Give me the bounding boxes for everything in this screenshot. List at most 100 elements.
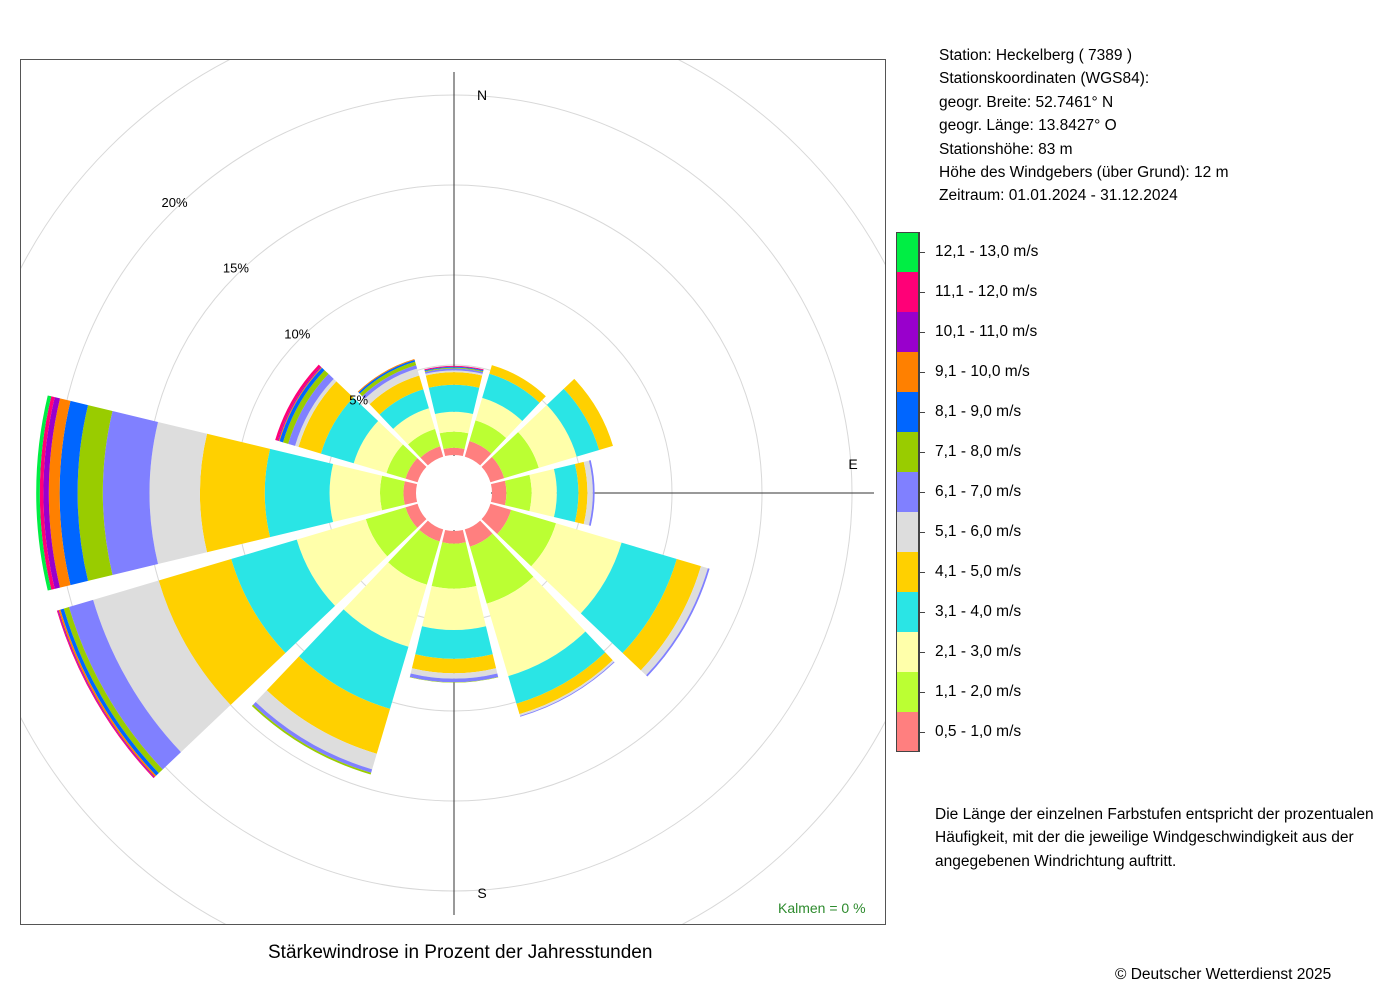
legend-item: 12,1 - 13,0 m/s: [896, 232, 1196, 272]
sector-segment: [279, 367, 325, 443]
sector-segment: [379, 389, 429, 429]
sector-segment: [405, 503, 427, 528]
sector-segment: [93, 580, 231, 753]
sector-segment: [343, 562, 427, 647]
explanation-note: Die Länge der einzelnen Farbstufen entsp…: [935, 803, 1374, 873]
sector-segment: [59, 400, 88, 586]
sector-segment: [490, 480, 507, 506]
sector-segment: [295, 378, 337, 447]
sector-segment: [329, 463, 383, 523]
legend-label: 3,1 - 4,0 m/s: [935, 603, 1022, 620]
sector-segment: [481, 456, 505, 483]
sector-segment: [516, 652, 613, 715]
sector-segment: [425, 370, 483, 376]
center-hole: [417, 456, 491, 530]
sector-segment: [553, 463, 579, 523]
legend-swatch: [896, 392, 919, 432]
legend-tick: [919, 372, 925, 373]
compass-label: N: [477, 87, 487, 103]
legend-label: 9,1 - 10,0 m/s: [935, 363, 1030, 380]
sector-segment: [497, 509, 557, 567]
legend-label: 0,5 - 1,0 m/s: [935, 723, 1022, 740]
legend-swatch: [896, 552, 919, 592]
legend-swatch: [896, 512, 919, 552]
calm-label: Kalmen = 0 %: [778, 900, 866, 916]
sector-segment: [443, 447, 465, 457]
sector-segment: [518, 404, 577, 468]
sector-segment: [588, 460, 595, 526]
sector-segment: [364, 368, 420, 405]
legend-item: 6,1 - 7,0 m/s: [896, 472, 1196, 512]
sector-segment: [409, 676, 499, 683]
legend-label: 5,1 - 6,0 m/s: [935, 523, 1022, 540]
legend-tick: [919, 692, 925, 693]
legend-swatch: [896, 312, 919, 352]
sector-segment: [481, 503, 512, 535]
sector-segment: [275, 364, 321, 441]
sector-segment: [419, 520, 444, 542]
station-name: Station: Heckelberg ( 7389 ): [939, 47, 1132, 64]
sector-segment: [622, 559, 701, 671]
legend-tick: [919, 572, 925, 573]
ring-label: 15%: [223, 261, 249, 276]
sector-segment: [43, 397, 60, 589]
note-line: Häufigkeit, mit der die jeweilige Windge…: [935, 829, 1354, 847]
windrose-plot-area: 5% 10% 15% 20% N E S Kalmen = 0 %: [20, 59, 886, 925]
sector-segment: [353, 420, 403, 474]
legend-tick: [919, 452, 925, 453]
sector-segment: [296, 519, 388, 606]
station-info: Station: Heckelberg ( 7389 ) Stationskoo…: [939, 44, 1228, 208]
legend-item: 2,1 - 3,0 m/s: [896, 632, 1196, 672]
sector-segment: [640, 566, 708, 676]
sector-segment: [482, 373, 540, 422]
sector-segment: [424, 366, 484, 372]
compass-label: S: [477, 885, 486, 901]
ring-label: 10%: [284, 327, 310, 342]
sector-segment: [486, 576, 586, 677]
sector-segment: [255, 690, 377, 770]
legend-tick: [919, 732, 925, 733]
sector-segment: [428, 384, 480, 415]
sector-segment: [574, 461, 588, 525]
sector-segment: [546, 388, 600, 457]
latitude: geogr. Breite: 52.7461° N: [939, 93, 1114, 111]
sector-segment: [504, 474, 532, 512]
legend-swatch: [896, 592, 919, 632]
sector-segment: [405, 458, 427, 483]
legend-swatch: [896, 712, 919, 752]
sector-segment: [102, 411, 159, 575]
sector-segment: [469, 420, 507, 454]
legend-swatch: [896, 632, 919, 672]
time-period: Zeitraum: 01.01.2024 - 31.12.2024: [939, 187, 1178, 205]
sector-segment: [149, 421, 208, 565]
sector-segment: [200, 433, 271, 553]
sector-segment: [362, 365, 418, 399]
sector-segment: [464, 441, 492, 466]
legend-swatch: [896, 232, 919, 272]
legend-tick: [919, 292, 925, 293]
sector-segment: [231, 539, 336, 653]
legend-item: 5,1 - 6,0 m/s: [896, 512, 1196, 552]
sector-segment: [563, 378, 613, 451]
sector-segment: [422, 585, 486, 630]
sector-segment: [411, 654, 497, 674]
sector-segment: [420, 446, 444, 466]
sector-segment: [435, 411, 473, 434]
sector-segment: [264, 448, 334, 538]
sector-segment: [48, 398, 71, 588]
legend-item: 11,1 - 12,0 m/s: [896, 272, 1196, 312]
legend-tick: [919, 252, 925, 253]
legend-label: 11,1 - 12,0 m/s: [935, 283, 1038, 300]
sector-segment: [424, 368, 484, 374]
sector-segment: [403, 481, 418, 505]
sector-segment: [431, 542, 477, 589]
legend-swatch: [896, 352, 919, 392]
sector-segment: [68, 599, 181, 770]
legend-item: 0,5 - 1,0 m/s: [896, 712, 1196, 752]
legend-label: 10,1 - 11,0 m/s: [935, 323, 1038, 340]
legend-tick: [919, 532, 925, 533]
sector-segment: [77, 405, 113, 581]
legend-item: 3,1 - 4,0 m/s: [896, 592, 1196, 632]
sector-segment: [393, 408, 436, 445]
legend-label: 12,1 - 13,0 m/s: [935, 243, 1039, 260]
